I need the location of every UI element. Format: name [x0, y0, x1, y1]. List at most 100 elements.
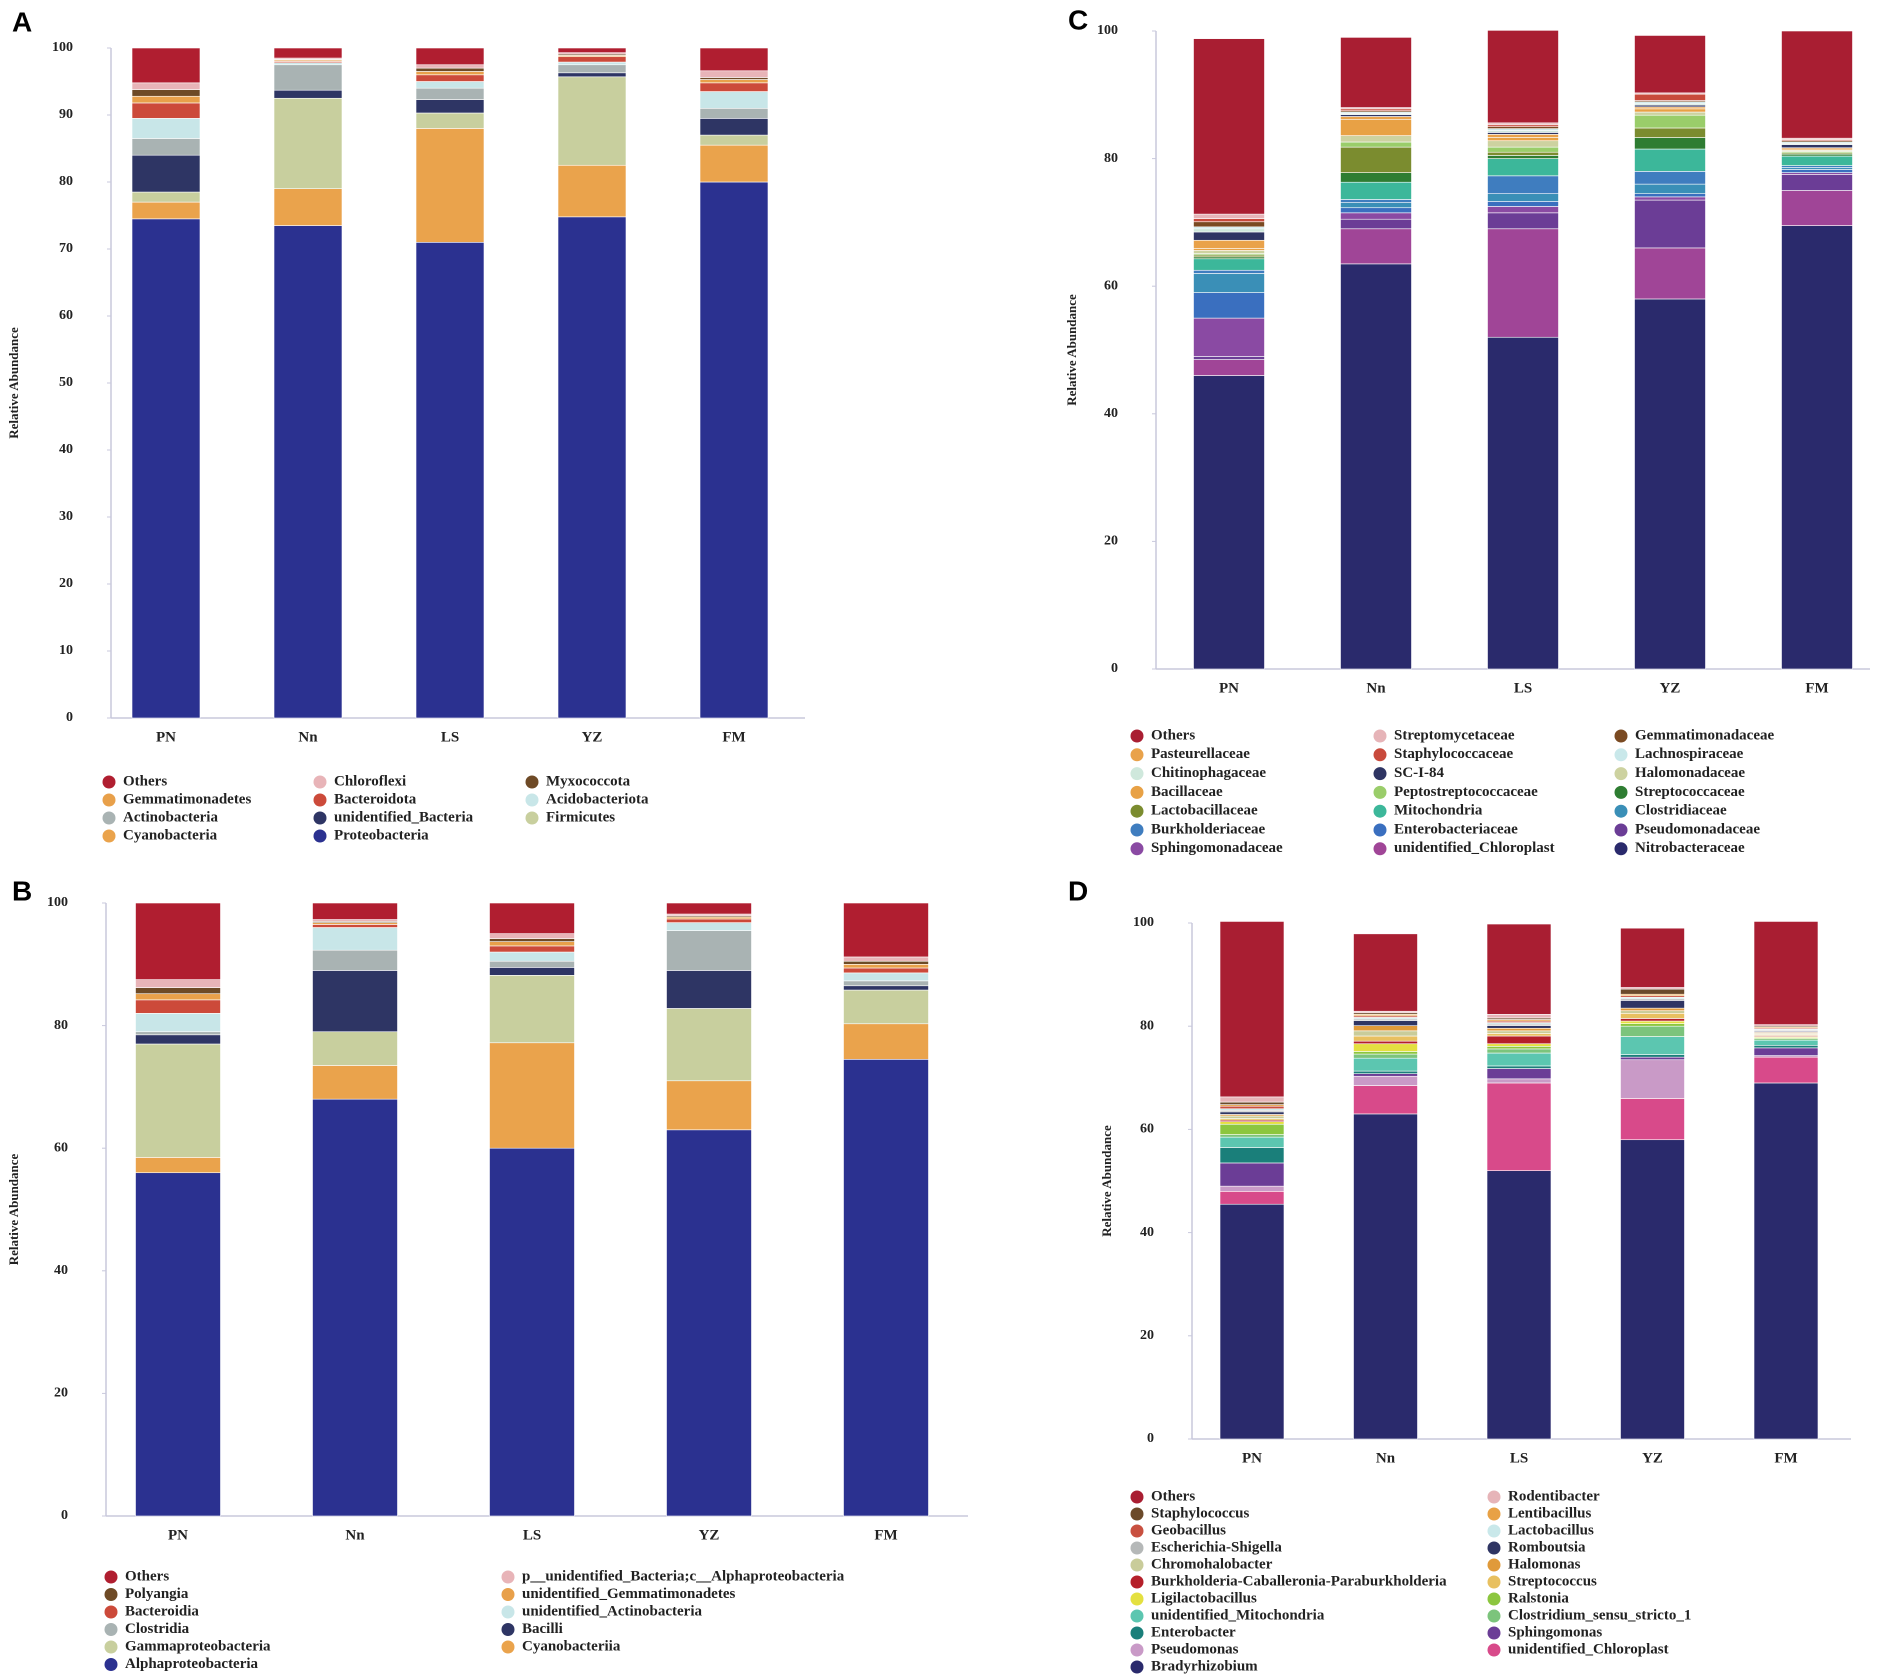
legend-marker	[1130, 1643, 1144, 1657]
bar-segment	[1486, 1025, 1552, 1029]
bar-segment	[1340, 263, 1412, 670]
bar-segment	[1219, 1191, 1285, 1205]
bar-segment	[1486, 1052, 1552, 1067]
legend-marker	[1130, 767, 1144, 781]
legend-label: Others	[1151, 727, 1195, 743]
bar-segment	[273, 47, 343, 59]
bar-segment	[843, 972, 929, 982]
x-tick-label: Nn	[1376, 1450, 1396, 1466]
legend-label: unidentified_Chloroplast	[1508, 1641, 1669, 1657]
bar-segment	[1193, 250, 1265, 254]
bar-segment	[1353, 1075, 1418, 1086]
bar-segment	[489, 960, 575, 968]
bar-segment	[135, 1031, 221, 1036]
legend-label: Bacteroidia	[125, 1603, 199, 1619]
legend-label: Bacteroidota	[334, 791, 417, 807]
bar-segment	[415, 47, 485, 66]
legend-label: Acidobacteriota	[546, 791, 649, 807]
bar-segment	[843, 1059, 929, 1517]
legend-marker	[525, 793, 539, 807]
bar-segment	[666, 1129, 752, 1517]
bar-segment	[273, 62, 343, 66]
bar-segment	[1620, 1139, 1685, 1440]
bar-segment	[1781, 155, 1853, 166]
legend-label: Pseudomonas	[1151, 1641, 1239, 1657]
bar-segment	[1353, 1057, 1418, 1072]
bar-segment	[1753, 921, 1819, 1025]
bar-segment	[415, 67, 485, 72]
legend-label: Streptomycetaceae	[1394, 727, 1515, 743]
legend-label: Actinobacteria	[123, 809, 218, 825]
legend-marker	[1614, 748, 1628, 762]
legend-marker	[1614, 729, 1628, 743]
x-tick-label: LS	[523, 1527, 541, 1543]
bar-segment	[1753, 1039, 1819, 1046]
bar-segment	[489, 902, 575, 934]
bar-segment	[415, 87, 485, 100]
bar-segment	[1193, 273, 1265, 293]
bar-segment	[843, 980, 929, 987]
bar-segment	[1620, 1054, 1685, 1058]
legend-marker	[1614, 804, 1628, 818]
bar-segment	[1193, 213, 1265, 219]
legend-label: Lactobacillus	[1508, 1522, 1594, 1538]
bar-segment	[557, 61, 627, 66]
bar-segment	[135, 902, 221, 980]
bar-segment	[1781, 190, 1853, 226]
x-tick-label: Nn	[298, 729, 318, 745]
legend-label: Ligilactobacillus	[1151, 1590, 1257, 1606]
y-tick-label: 0	[1111, 661, 1118, 676]
bar-segment	[273, 188, 343, 226]
bar-segment	[1634, 199, 1706, 249]
bar-segment	[1193, 218, 1265, 223]
y-tick-label: 80	[54, 1018, 68, 1033]
panel-label: D	[1068, 875, 1088, 906]
legend-marker	[1130, 1575, 1144, 1589]
bar-segment	[1620, 1023, 1685, 1027]
bar-segment	[1486, 923, 1552, 1015]
bar-segment	[135, 1157, 221, 1174]
legend-label: Burkholderiaceae	[1151, 821, 1265, 837]
legend-label: Sphingomonas	[1508, 1624, 1602, 1640]
bar-segment	[489, 933, 575, 939]
legend-marker	[1487, 1575, 1501, 1589]
bar-segment	[131, 95, 201, 104]
legend-marker	[1373, 785, 1387, 799]
legend-label: Pasteurellaceae	[1151, 746, 1250, 762]
y-axis-label: Relative Abundance	[1099, 1125, 1114, 1237]
bar-segment	[312, 927, 398, 951]
x-tick-label: PN	[1219, 680, 1239, 696]
legend-label: Bacilli	[522, 1621, 563, 1637]
bar-segment	[1634, 183, 1706, 194]
y-tick-label: 40	[54, 1263, 68, 1278]
bar-segment	[843, 1023, 929, 1060]
legend-marker	[1130, 1592, 1144, 1606]
x-tick-label: PN	[1242, 1450, 1262, 1466]
y-tick-label: 20	[1104, 534, 1118, 549]
bar-segment	[699, 47, 769, 72]
y-tick-label: 80	[1140, 1018, 1154, 1033]
bar-segment	[1487, 140, 1559, 148]
bar-segment	[699, 70, 769, 78]
x-tick-label: FM	[1805, 680, 1828, 696]
legend-label: Chromohalobacter	[1151, 1556, 1273, 1572]
legend-label: Ralstonia	[1508, 1590, 1569, 1606]
bar-segment	[1634, 114, 1706, 129]
bar-segment	[1353, 1025, 1418, 1032]
bar-segment	[131, 191, 201, 203]
bar-segment	[415, 74, 485, 82]
bar-segment	[1634, 148, 1706, 172]
bar-segment	[1340, 172, 1412, 183]
legend-label: Others	[1151, 1488, 1195, 1504]
bar-segment	[1486, 1030, 1552, 1034]
bar-segment	[1487, 155, 1559, 159]
bar-segment	[1487, 146, 1559, 153]
bar-segment	[135, 1013, 221, 1033]
legend-marker	[1614, 767, 1628, 781]
legend-label: unidentified_Gemmatimonadetes	[522, 1586, 735, 1602]
bar-segment	[1781, 30, 1853, 139]
legend-marker	[1130, 1660, 1144, 1674]
bar-segment	[1781, 144, 1853, 149]
bar-segment	[1353, 1070, 1418, 1074]
y-tick-label: 80	[59, 174, 73, 189]
